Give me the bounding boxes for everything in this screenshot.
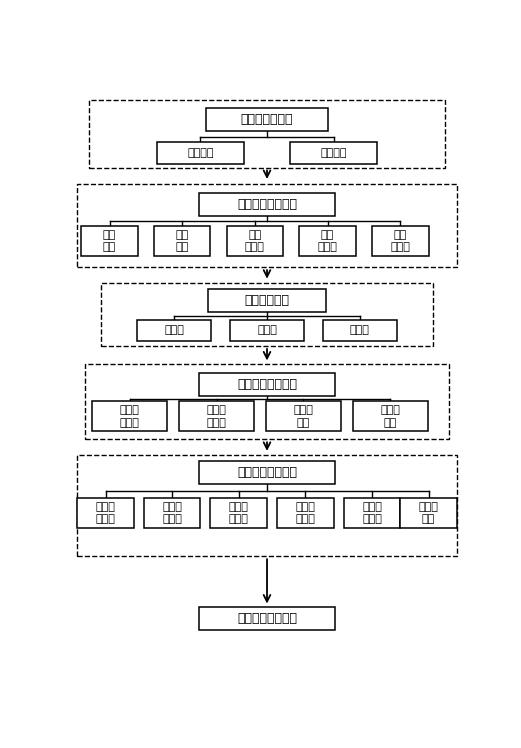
Text: 换乘方案: 换乘方案	[320, 148, 347, 158]
Text: 直达方案: 直达方案	[187, 148, 214, 158]
Bar	[157, 142, 244, 164]
Text: 时间
满意度: 时间 满意度	[390, 230, 410, 252]
Text: 乘车方案指标权重: 乘车方案指标权重	[237, 378, 297, 391]
Text: 综合关
联度: 综合关 联度	[418, 502, 439, 524]
Bar	[77, 184, 457, 267]
Text: 出行
费用: 出行 费用	[103, 230, 116, 252]
Bar	[137, 319, 212, 341]
Text: 确定原
始序列: 确定原 始序列	[95, 502, 116, 524]
Text: 乘车方案排序结果: 乘车方案排序结果	[237, 612, 297, 625]
Bar	[290, 142, 377, 164]
Bar	[208, 289, 326, 312]
Bar	[102, 283, 432, 346]
Bar	[90, 99, 444, 168]
Text: 绝对差
值序列: 绝对差 值序列	[295, 502, 315, 524]
Bar	[200, 194, 334, 216]
Text: 计算关
联系数: 计算关 联系数	[362, 502, 382, 524]
Text: 乘车方案综合排序: 乘车方案综合排序	[237, 466, 297, 479]
Bar	[400, 498, 457, 528]
Text: 无量纲
化处理: 无量纲 化处理	[229, 502, 249, 524]
Text: 出行
时间: 出行 时间	[176, 230, 189, 252]
Bar	[206, 108, 328, 131]
Bar	[81, 226, 138, 257]
Bar	[353, 402, 428, 432]
Text: 层次单
排序: 层次单 排序	[293, 405, 313, 428]
Text: 构造判
断矩阵: 构造判 断矩阵	[207, 405, 227, 428]
Text: 出行
方便度: 出行 方便度	[245, 230, 265, 252]
Bar	[300, 226, 356, 257]
Bar	[372, 226, 428, 257]
Bar	[77, 498, 134, 528]
Bar	[154, 226, 210, 257]
Bar	[144, 498, 201, 528]
Text: 时间型: 时间型	[164, 325, 184, 336]
Bar	[210, 498, 267, 528]
Bar	[277, 498, 333, 528]
Text: 经济型: 经济型	[257, 325, 277, 336]
Bar	[227, 226, 283, 257]
Bar	[200, 462, 334, 484]
Bar	[200, 373, 334, 396]
Text: 一致性
检验: 一致性 检验	[380, 405, 400, 428]
Bar	[200, 607, 334, 630]
Text: 旅客类别划分: 旅客类别划分	[244, 294, 290, 307]
Bar	[322, 319, 397, 341]
Bar	[230, 319, 304, 341]
Bar	[266, 402, 341, 432]
Text: 乘车方案备选集: 乘车方案备选集	[241, 113, 293, 126]
Bar	[92, 402, 167, 432]
Text: 确定参
考序列: 确定参 考序列	[162, 502, 182, 524]
Text: 乘车方案指标选择: 乘车方案指标选择	[237, 198, 297, 212]
Text: 出行
疲劳度: 出行 疲劳度	[318, 230, 338, 252]
Text: 建立层
次结构: 建立层 次结构	[120, 405, 140, 428]
Bar	[179, 402, 254, 432]
Bar	[85, 364, 449, 439]
Text: 舒适型: 舒适型	[350, 325, 370, 336]
Bar	[77, 456, 457, 557]
Bar	[344, 498, 400, 528]
